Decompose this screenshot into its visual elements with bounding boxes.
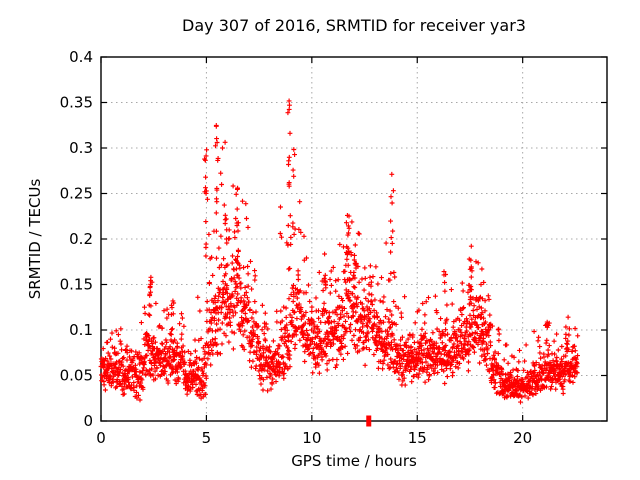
y-tick-label: 0.1: [69, 321, 93, 339]
zero-value-point: [366, 415, 372, 427]
y-tick-label: 0: [83, 412, 93, 430]
y-tick-label: 0.05: [60, 367, 93, 385]
y-tick-label: 0.35: [60, 94, 93, 112]
y-tick-label: 0.25: [60, 185, 93, 203]
x-tick-label: 20: [513, 429, 532, 447]
x-tick-labels: 0 5 10 15 20: [96, 429, 532, 447]
x-tick-label: 10: [302, 429, 321, 447]
chart-title: Day 307 of 2016, SRMTID for receiver yar…: [182, 16, 526, 35]
x-tick-label: 5: [202, 429, 212, 447]
y-tick-label: 0.2: [69, 230, 93, 248]
x-axis-label: GPS time / hours: [291, 452, 417, 470]
y-tick-label: 0.4: [69, 48, 93, 66]
y-tick-label: 0.15: [60, 276, 93, 294]
y-tick-labels: 0 0.05 0.1 0.15 0.2 0.25 0.3 0.35 0.4: [60, 48, 93, 430]
axis-ticks: [100, 56, 607, 422]
scatter-points: [98, 98, 581, 405]
x-tick-label: 15: [408, 429, 427, 447]
zero-outlier-marker: [366, 415, 372, 427]
x-tick-label: 0: [96, 429, 106, 447]
y-axis-label: SRMTID / TECUs: [26, 179, 44, 300]
scatter-plus-markers: [98, 98, 581, 405]
grid-lines: [101, 57, 607, 421]
y-tick-label: 0.3: [69, 139, 93, 157]
